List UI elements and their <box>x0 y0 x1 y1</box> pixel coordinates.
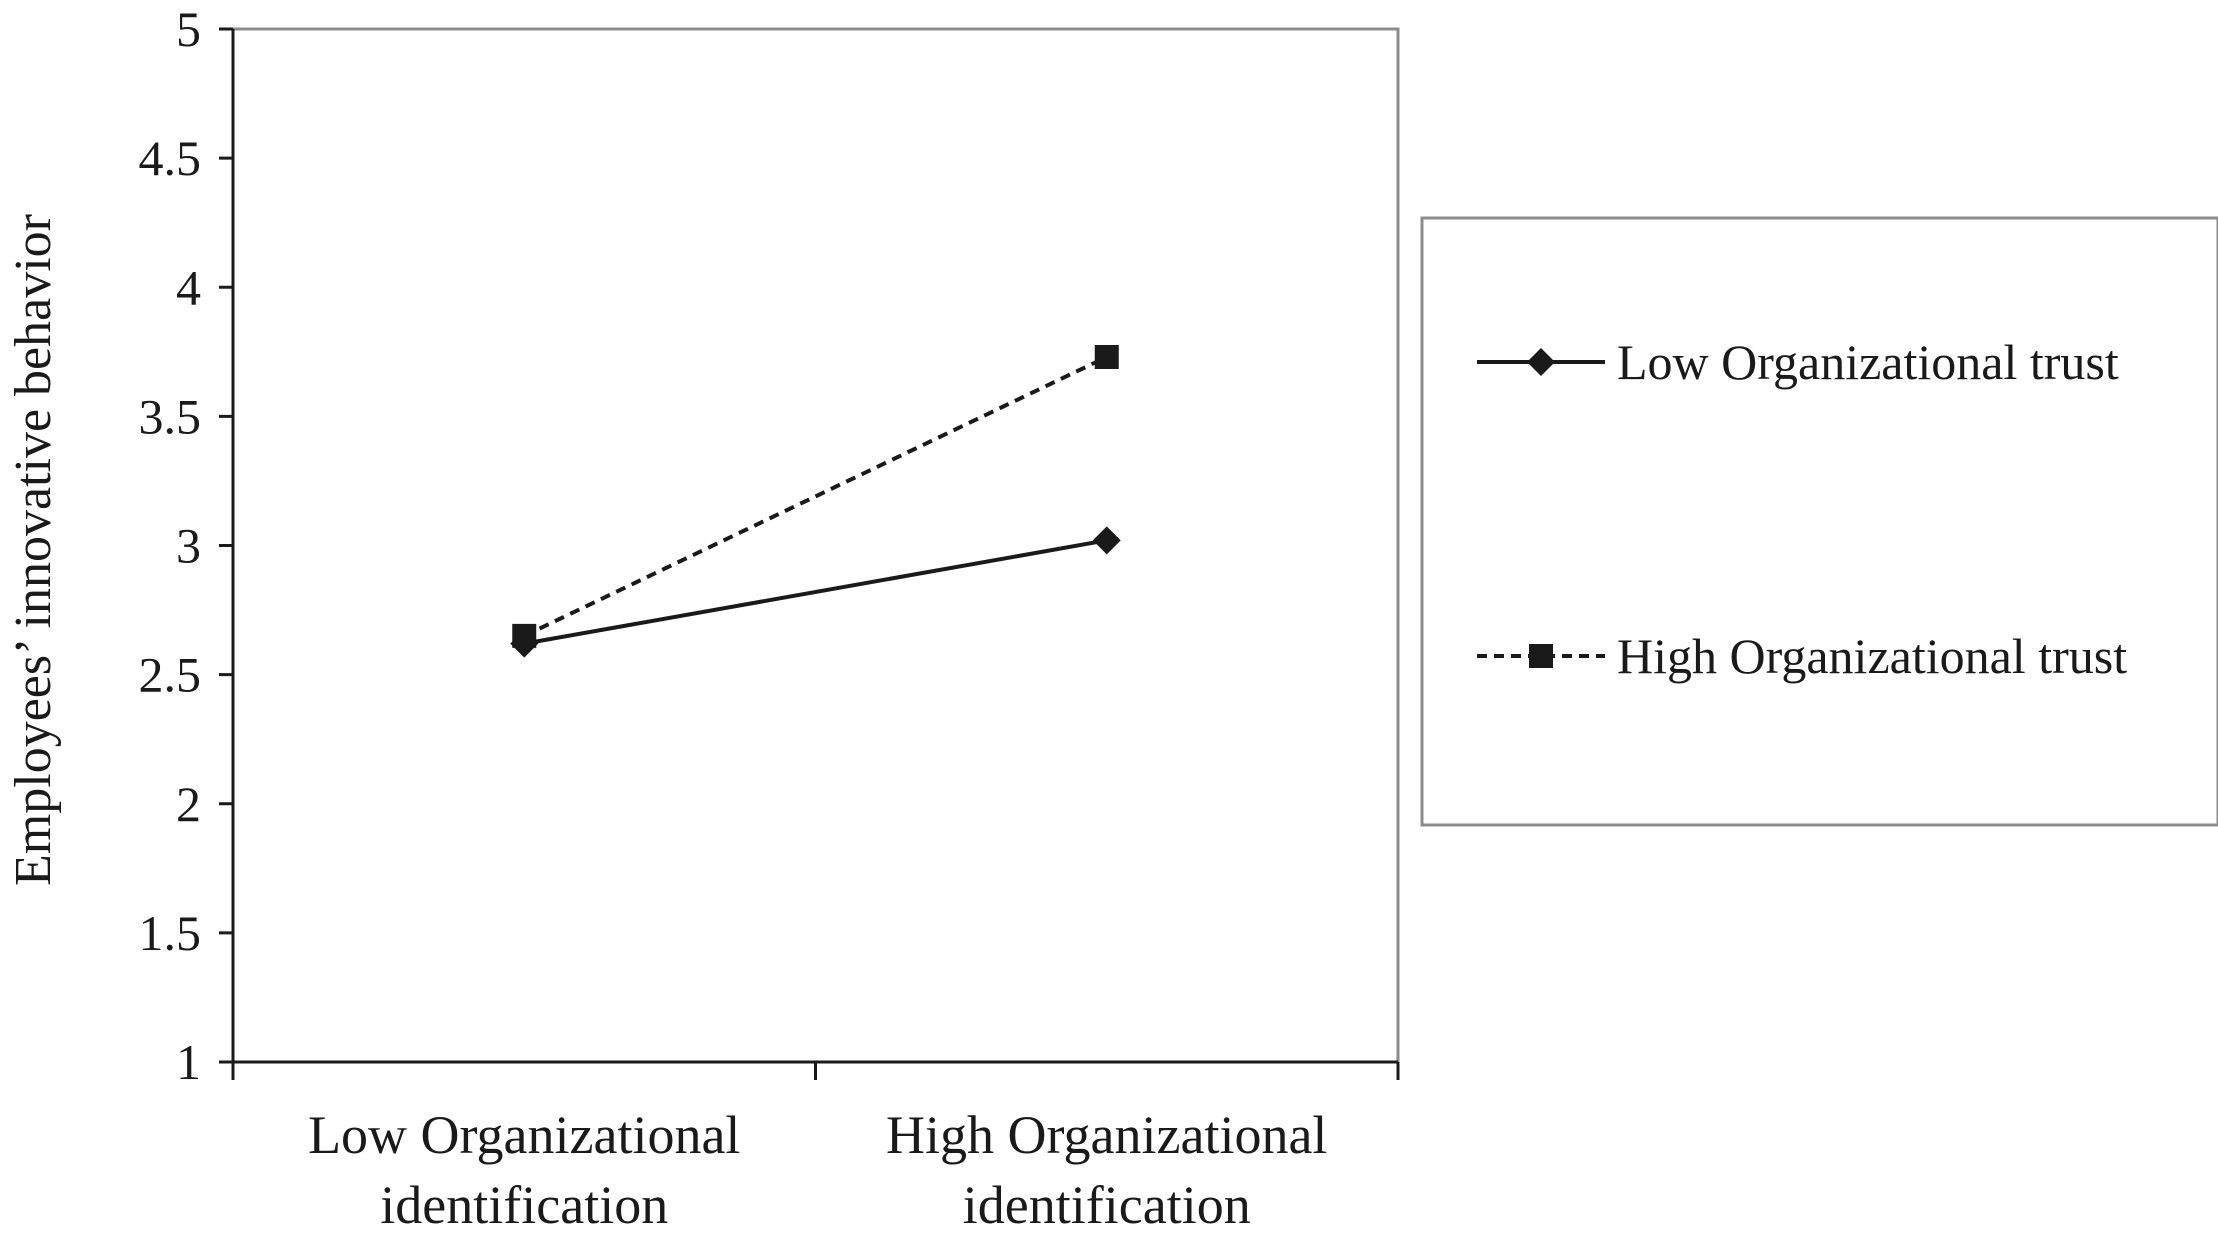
legend-items: Low Organizational trust High Organizatio… <box>1477 334 2127 684</box>
legend: Low Organizational trust High Organizatio… <box>1420 216 2218 827</box>
legend-item: Low Organizational trust <box>1477 334 2119 390</box>
legend-marker <box>1527 348 1555 376</box>
series-line <box>523 355 1108 638</box>
data-point <box>512 623 537 648</box>
y-tick-label: 2.5 <box>139 647 202 703</box>
y-tick-label: 2 <box>176 776 201 832</box>
data-point <box>1092 526 1121 555</box>
data-point <box>1094 344 1119 369</box>
x-category-label: High Organizational <box>886 1105 1327 1165</box>
y-tick-label: 1 <box>176 1034 201 1090</box>
plot-area <box>231 27 1400 1064</box>
y-tick-label: 4 <box>176 259 201 315</box>
y-ticks: 1 1.5 2 2.5 3 3.5 4 4.5 5 <box>139 1 233 1090</box>
x-category-label: Low Organizational <box>308 1105 740 1165</box>
y-tick-label: 1.5 <box>139 905 202 961</box>
y-tick-label: 3.5 <box>139 388 202 444</box>
series-0 <box>510 526 1121 658</box>
legend-box <box>1420 216 2218 827</box>
series-line <box>523 538 1108 646</box>
x-ticks: Low Organizational identification High Org… <box>231 1062 1400 1235</box>
y-tick-label: 4.5 <box>139 130 202 186</box>
series-1 <box>512 344 1119 648</box>
legend-marker <box>1529 644 1553 668</box>
x-category-label: identification <box>380 1175 668 1235</box>
legend-label: High Organizational trust <box>1617 628 2127 684</box>
legend-item: High Organizational trust <box>1477 628 2127 684</box>
x-category-label: identification <box>963 1175 1251 1235</box>
y-axis-title: Employees’ innovative behavior <box>5 214 62 886</box>
series-layer <box>510 344 1121 658</box>
legend-label: Low Organizational trust <box>1617 334 2119 390</box>
y-tick-label: 3 <box>176 518 201 574</box>
y-tick-label: 5 <box>176 1 201 57</box>
